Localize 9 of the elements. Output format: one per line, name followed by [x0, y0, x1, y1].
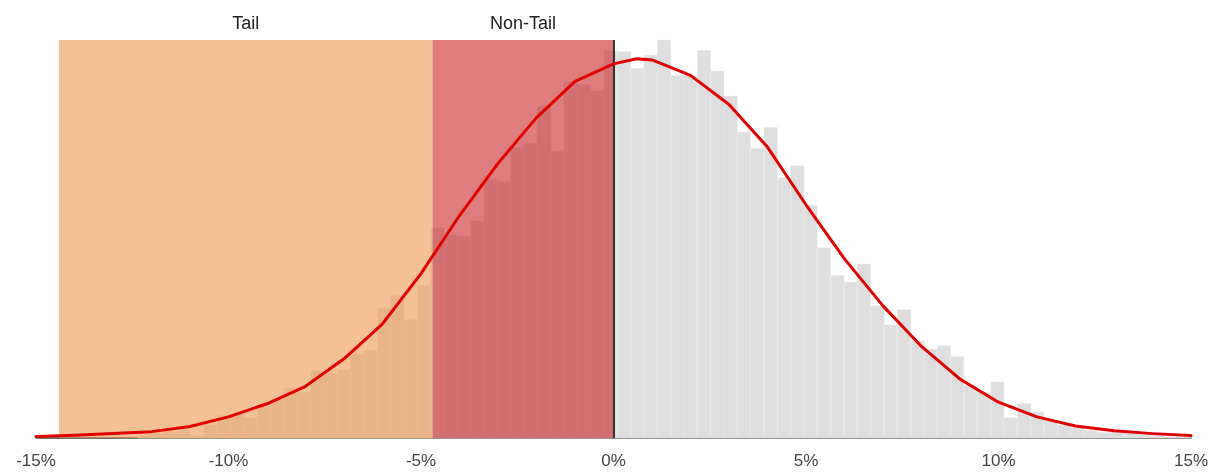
x-tick-label: 0%	[601, 451, 626, 470]
x-tick-label: -10%	[208, 451, 249, 470]
band-label: Tail	[232, 13, 260, 33]
x-tick-label: 15%	[1173, 451, 1209, 470]
x-tick-label: 5%	[793, 451, 819, 470]
x-tick-label: -5%	[405, 451, 437, 470]
band-label: Non-Tail	[490, 13, 557, 33]
x-tick-label: 10%	[981, 451, 1016, 470]
x-tick-label: -15%	[16, 451, 56, 470]
